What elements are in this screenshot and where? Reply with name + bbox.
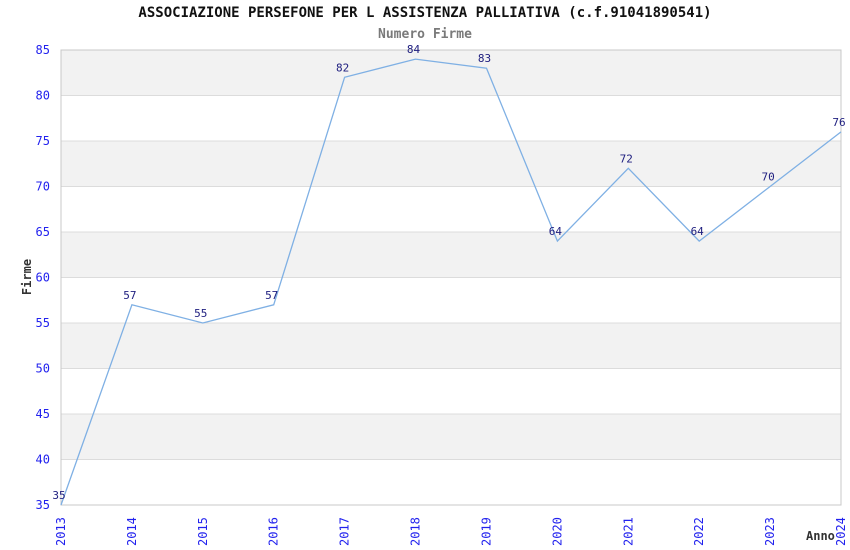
y-tick-label: 75 xyxy=(36,134,50,148)
data-point-label: 70 xyxy=(761,171,774,184)
y-tick-label: 70 xyxy=(36,180,50,194)
data-point-label: 84 xyxy=(407,43,421,56)
y-tick-label: 65 xyxy=(36,225,50,239)
plot-band xyxy=(61,141,841,187)
plot-band xyxy=(61,277,841,323)
x-tick-label: 2013 xyxy=(54,517,68,546)
x-tick-label: 2017 xyxy=(338,517,352,546)
y-tick-label: 85 xyxy=(36,43,50,57)
plot-border xyxy=(60,49,842,506)
x-tick-label: 2021 xyxy=(621,517,635,546)
x-tick-label: 2016 xyxy=(267,517,281,546)
data-point-label: 57 xyxy=(123,289,136,302)
plot-band xyxy=(61,232,841,278)
plot-band xyxy=(61,186,841,232)
data-point-label: 76 xyxy=(832,116,845,129)
data-point-label: 64 xyxy=(549,225,563,238)
data-point-label: 57 xyxy=(265,289,278,302)
x-tick-label: 2014 xyxy=(125,517,139,546)
x-tick-label: 2022 xyxy=(692,517,706,546)
plot-band xyxy=(61,95,841,141)
chart-subtitle: Numero Firme xyxy=(378,27,472,42)
plot-band xyxy=(61,368,841,414)
y-tick-label: 40 xyxy=(36,453,50,467)
y-tick-label: 45 xyxy=(36,407,50,421)
plot-band xyxy=(61,50,841,96)
x-tick-label: 2018 xyxy=(409,517,423,546)
x-axis-title: Anno xyxy=(806,529,835,543)
plot-band xyxy=(61,323,841,369)
data-point-label: 35 xyxy=(52,489,65,502)
x-tick-label: 2023 xyxy=(763,517,777,546)
y-tick-label: 35 xyxy=(36,498,50,512)
data-point-label: 82 xyxy=(336,61,349,74)
plot-band xyxy=(61,459,841,505)
data-point-label: 55 xyxy=(194,307,207,320)
y-tick-label: 50 xyxy=(36,362,50,376)
chart-title: ASSOCIAZIONE PERSEFONE PER L ASSISTENZA … xyxy=(138,5,712,21)
data-point-label: 72 xyxy=(620,152,633,165)
x-tick-label: 2024 xyxy=(834,517,848,546)
y-tick-label: 60 xyxy=(36,271,50,285)
plot-band xyxy=(61,414,841,460)
x-tick-label: 2015 xyxy=(196,517,210,546)
y-tick-label: 80 xyxy=(36,89,50,103)
data-point-label: 83 xyxy=(478,52,491,65)
y-tick-label: 55 xyxy=(36,316,50,330)
data-point-label: 64 xyxy=(691,225,705,238)
x-tick-label: 2020 xyxy=(550,517,564,546)
x-tick-label: 2019 xyxy=(480,517,494,546)
data-line xyxy=(60,58,842,506)
